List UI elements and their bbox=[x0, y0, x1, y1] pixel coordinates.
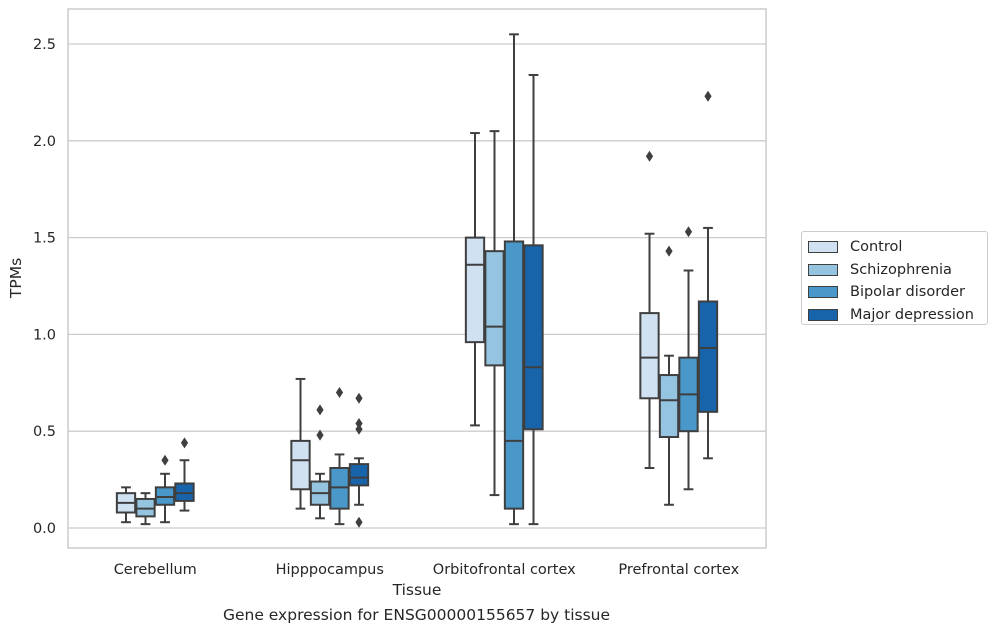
legend-item: Bipolar disorder bbox=[808, 281, 987, 304]
box-iqr bbox=[503, 240, 525, 510]
outlier-point bbox=[645, 150, 654, 162]
outlier-point bbox=[355, 516, 363, 528]
box-2-2 bbox=[503, 33, 525, 526]
x-tick-labels: Cerebellum Hipppocampus Orbitofrontal cort… bbox=[114, 562, 740, 578]
legend-item: Schizophrenia bbox=[808, 259, 987, 282]
legend-swatch bbox=[808, 241, 838, 254]
x-axis-label: Tissue bbox=[392, 581, 442, 599]
outlier-point bbox=[180, 437, 189, 449]
outlier-point bbox=[316, 404, 324, 416]
legend-label: Schizophrenia bbox=[850, 261, 952, 278]
y-tick-label: 2.0 bbox=[33, 134, 56, 150]
box-1-1 bbox=[309, 404, 331, 520]
box-iqr bbox=[348, 463, 370, 487]
legend-label: Major depression bbox=[850, 306, 974, 323]
box-layer bbox=[115, 33, 719, 528]
box-2-0 bbox=[464, 132, 486, 427]
y-tick-label: 0.5 bbox=[33, 424, 56, 440]
legend-item: Major depression bbox=[808, 304, 987, 327]
y-tick-label: 1.5 bbox=[33, 231, 56, 247]
legend-swatch bbox=[808, 308, 838, 321]
box-iqr bbox=[523, 244, 544, 431]
outlier-point bbox=[355, 423, 363, 435]
box-2-1 bbox=[484, 130, 505, 497]
legend-label: Control bbox=[850, 239, 903, 256]
box-0-0 bbox=[115, 486, 137, 524]
box-1-3 bbox=[348, 392, 370, 528]
x-tick-label: Prefrontal cortex bbox=[618, 562, 739, 578]
y-tick-label: 0.0 bbox=[33, 521, 56, 537]
legend: Control Schizophrenia Bipolar disorder Majo… bbox=[801, 231, 988, 325]
box-3-0 bbox=[639, 150, 660, 469]
outlier-point bbox=[355, 392, 363, 404]
box-iqr bbox=[658, 374, 680, 439]
outlier-point bbox=[665, 245, 673, 257]
legend-label: Bipolar disorder bbox=[850, 284, 965, 301]
outlier-point bbox=[355, 417, 363, 429]
legend-swatch bbox=[808, 286, 838, 299]
y-tick-label: 1.0 bbox=[33, 327, 56, 343]
box-iqr bbox=[484, 250, 505, 367]
outlier-point bbox=[704, 90, 712, 102]
x-tick-label: Orbitofrontal cortex bbox=[433, 562, 576, 578]
figure-caption: Gene expression for ENSG00000155657 by t… bbox=[222, 606, 611, 624]
box-3-2 bbox=[678, 226, 699, 491]
box-iqr bbox=[639, 312, 660, 400]
legend-item: Control bbox=[808, 236, 987, 259]
y-tick-label: 2.5 bbox=[33, 37, 56, 53]
plot-area-frame bbox=[67, 8, 767, 549]
y-tick-labels: 0.0 0.5 1.0 1.5 2.0 2.5 bbox=[33, 37, 56, 537]
outlier-point bbox=[161, 454, 169, 466]
box-1-0 bbox=[290, 377, 311, 510]
box-0-2 bbox=[154, 454, 176, 524]
outlier-point bbox=[316, 429, 324, 441]
box-0-3 bbox=[174, 437, 195, 512]
box-3-1 bbox=[658, 245, 680, 506]
box-0-1 bbox=[135, 492, 156, 526]
y-axis-label: TPMs bbox=[7, 258, 25, 299]
gridlines bbox=[68, 43, 766, 529]
outlier-point bbox=[335, 386, 344, 398]
legend-swatch bbox=[808, 263, 838, 276]
x-tick-label: Hipppocampus bbox=[276, 562, 384, 578]
box-iqr bbox=[290, 439, 311, 491]
box-2-3 bbox=[523, 73, 544, 526]
x-tick-label: Cerebellum bbox=[114, 562, 197, 578]
outlier-point bbox=[684, 226, 693, 238]
box-iqr bbox=[697, 300, 719, 413]
box-1-2 bbox=[329, 386, 350, 526]
box-3-3 bbox=[697, 90, 719, 460]
box-iqr bbox=[464, 236, 486, 344]
